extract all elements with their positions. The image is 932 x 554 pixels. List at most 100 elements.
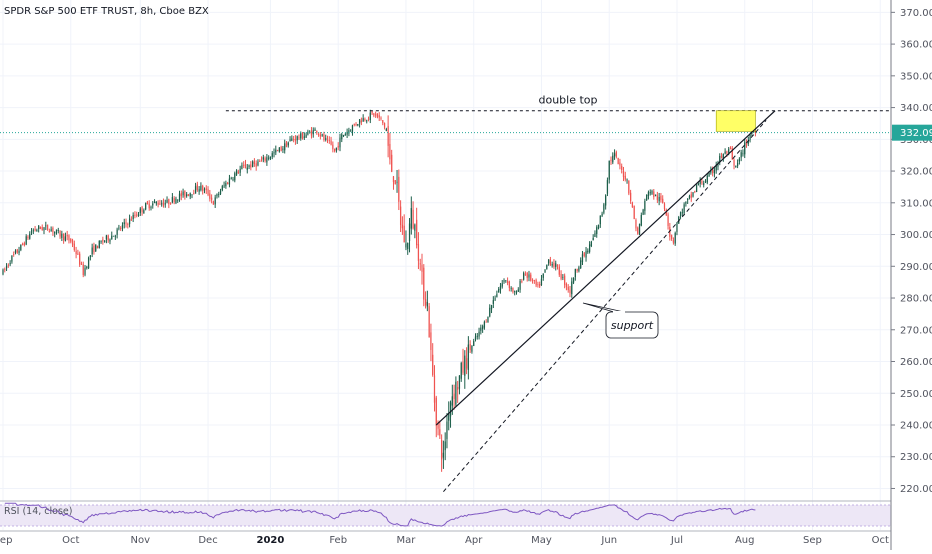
candle — [219, 188, 222, 196]
candle-body — [448, 413, 450, 421]
candle-body — [539, 284, 541, 287]
candle-body — [663, 203, 666, 209]
candle-body — [647, 192, 650, 196]
candle-body — [301, 132, 304, 139]
candle — [521, 278, 523, 284]
candle — [499, 282, 502, 294]
candle-body — [189, 193, 191, 197]
candle — [227, 181, 229, 185]
candle-body — [669, 226, 671, 237]
candle — [218, 191, 220, 198]
candle — [385, 127, 387, 132]
candle — [95, 244, 97, 252]
candle — [305, 132, 307, 138]
candle-body — [498, 289, 500, 293]
candle — [268, 155, 270, 161]
candle-body — [369, 112, 371, 121]
candle-body — [501, 283, 503, 287]
candle — [647, 190, 650, 200]
candle-body — [428, 306, 430, 338]
candle — [127, 222, 129, 229]
candle-body — [482, 326, 484, 329]
candle — [740, 149, 742, 162]
candle-body — [457, 387, 459, 390]
candle — [107, 234, 109, 243]
candle-body — [483, 321, 486, 328]
candle — [335, 147, 338, 153]
candle — [214, 194, 216, 208]
candle — [405, 230, 407, 251]
candle-body — [489, 307, 491, 317]
candle — [430, 323, 432, 362]
candle — [642, 208, 644, 216]
candle — [317, 132, 320, 137]
candle — [198, 186, 200, 195]
candle-body — [11, 255, 13, 262]
candle — [380, 116, 382, 121]
time-axis[interactable]: Sep Oct Nov Dec 2020 Feb Mar Apr May Jun Jul Aug Sep… — [0, 535, 889, 546]
candle-body — [444, 441, 446, 451]
candle-body — [631, 202, 634, 208]
candle-body — [25, 236, 27, 245]
candles-layer — [2, 109, 757, 472]
candle-body — [132, 214, 134, 220]
candle-body — [5, 265, 8, 269]
candle-body — [740, 152, 742, 158]
candle — [64, 232, 67, 242]
candle-body — [581, 254, 584, 263]
candle-body — [430, 332, 432, 351]
candle-body — [111, 235, 113, 240]
candle — [672, 237, 675, 245]
candle — [613, 149, 616, 160]
candle — [542, 273, 544, 281]
candle — [203, 187, 206, 194]
candle — [482, 324, 484, 333]
candle — [517, 287, 519, 292]
candle-body — [544, 269, 546, 273]
candle — [599, 215, 601, 228]
candle — [458, 375, 461, 395]
candle-body — [243, 164, 245, 166]
candle — [332, 141, 334, 153]
candle-body — [419, 263, 421, 265]
candle-body — [506, 280, 509, 283]
candle-body — [694, 190, 696, 192]
candle-body — [704, 181, 707, 183]
candle — [446, 413, 448, 449]
candle — [396, 170, 398, 193]
candle-body — [551, 264, 553, 266]
candle — [583, 251, 585, 258]
time-tick-label: Oct — [62, 535, 79, 546]
candle-body — [360, 120, 363, 123]
candle-body — [389, 143, 391, 160]
candle-body — [492, 300, 494, 304]
candle — [687, 198, 689, 204]
candle — [216, 193, 218, 199]
candle-body — [235, 170, 238, 175]
candle-body — [638, 223, 641, 235]
candle — [82, 261, 84, 278]
candle — [275, 145, 277, 156]
candle — [173, 196, 175, 205]
candle-body — [646, 194, 648, 201]
candle — [608, 160, 610, 184]
candle-body — [653, 191, 655, 197]
time-tick-label: May — [531, 535, 552, 546]
candle — [234, 171, 236, 183]
candle — [278, 147, 280, 153]
candle — [744, 138, 746, 159]
candle — [442, 440, 445, 469]
candle — [530, 272, 532, 282]
candle — [339, 133, 341, 152]
candle-body — [9, 263, 11, 265]
candle-body — [310, 130, 313, 136]
candle — [571, 277, 573, 298]
candle — [228, 174, 231, 188]
candle-body — [671, 235, 673, 239]
price-axis[interactable]: 370.00360.00350.00340.00330.00320.00310.… — [890, 0, 932, 550]
candle-body — [735, 165, 737, 167]
rsi-pane[interactable]: RSI (14, close) — [0, 500, 891, 532]
last-price-label: 332.09 — [900, 128, 932, 139]
